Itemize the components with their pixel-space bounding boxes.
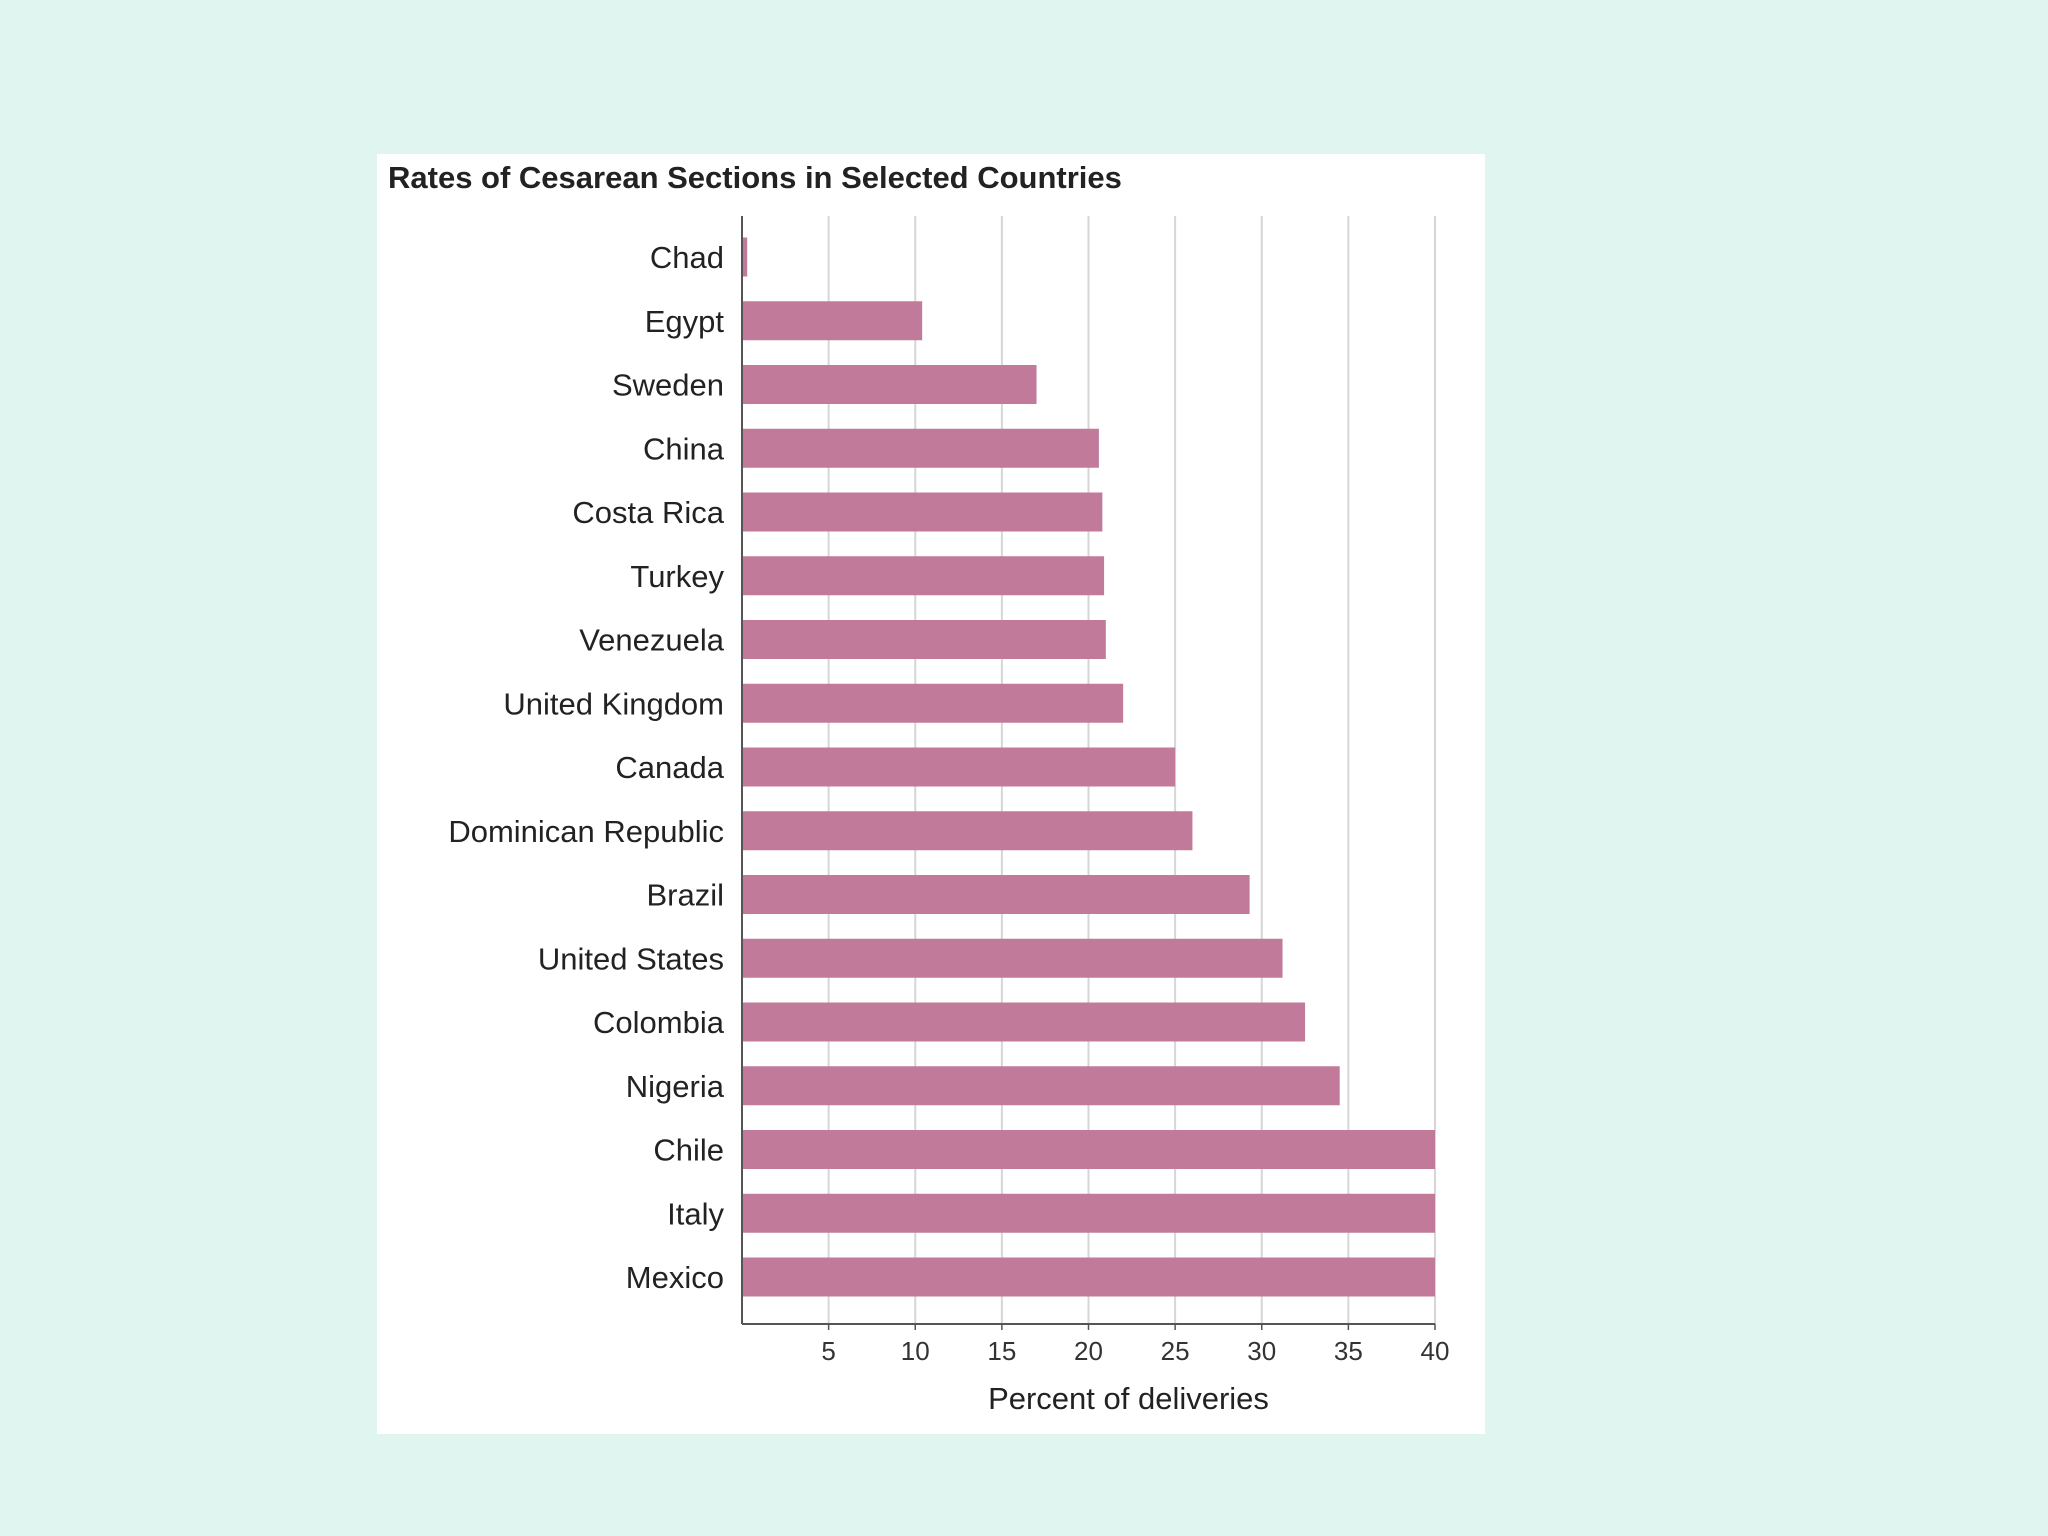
category-label: Costa Rica <box>572 495 724 530</box>
bar <box>742 1193 1435 1233</box>
x-tick-label: 25 <box>1161 1336 1190 1366</box>
category-label: Canada <box>615 750 724 785</box>
bar <box>742 556 1105 596</box>
bar <box>742 1066 1340 1106</box>
bar <box>742 747 1176 787</box>
category-label: Sweden <box>612 368 724 403</box>
category-label: Chile <box>653 1133 724 1168</box>
bar <box>742 365 1037 404</box>
category-label: Brazil <box>646 878 724 913</box>
category-label: China <box>643 431 725 466</box>
x-tick-label: 15 <box>987 1336 1016 1366</box>
x-axis-title: Percent of deliveries <box>988 1381 1269 1416</box>
bar <box>742 875 1250 914</box>
bar <box>742 811 1193 851</box>
bar-chart: 5 10 15 20 25 30 35 40 Chad Egypt Sweden China Costa… <box>448 216 1449 1416</box>
x-tick-label: 30 <box>1247 1336 1276 1366</box>
bar <box>742 301 923 341</box>
chart-title: Rates of Cesarean Sections in Selected C… <box>388 160 1122 195</box>
x-tick-label: 10 <box>901 1336 930 1366</box>
category-label: Dominican Republic <box>448 814 724 849</box>
x-tick-label: 35 <box>1334 1336 1363 1366</box>
category-label: Chad <box>650 240 724 275</box>
labels: 5 10 15 20 25 30 35 40 Chad Egypt Sweden China Costa… <box>448 240 1449 1416</box>
bar <box>742 1257 1435 1297</box>
bars <box>742 237 1435 1297</box>
x-tick-label: 40 <box>1421 1336 1450 1366</box>
category-label: Turkey <box>630 559 724 594</box>
x-tick-label: 20 <box>1074 1336 1103 1366</box>
category-label: United States <box>538 941 724 976</box>
axes <box>741 216 1436 1330</box>
bar <box>742 492 1103 532</box>
category-label: Colombia <box>593 1005 725 1040</box>
x-tick-label: 5 <box>821 1336 835 1366</box>
bar <box>742 683 1124 723</box>
category-label: Mexico <box>626 1260 724 1295</box>
category-label: Egypt <box>645 304 725 339</box>
bar <box>742 1002 1306 1042</box>
category-label: Nigeria <box>626 1069 725 1104</box>
bar <box>742 237 748 277</box>
chart-card: Rates of Cesarean Sections in Selected C… <box>377 154 1485 1434</box>
bar <box>742 620 1106 659</box>
category-label: Italy <box>667 1196 724 1231</box>
bar <box>742 428 1099 468</box>
category-label: United Kingdom <box>503 686 724 721</box>
bar <box>742 938 1283 978</box>
category-label: Venezuela <box>579 623 725 658</box>
bar <box>742 1130 1435 1169</box>
